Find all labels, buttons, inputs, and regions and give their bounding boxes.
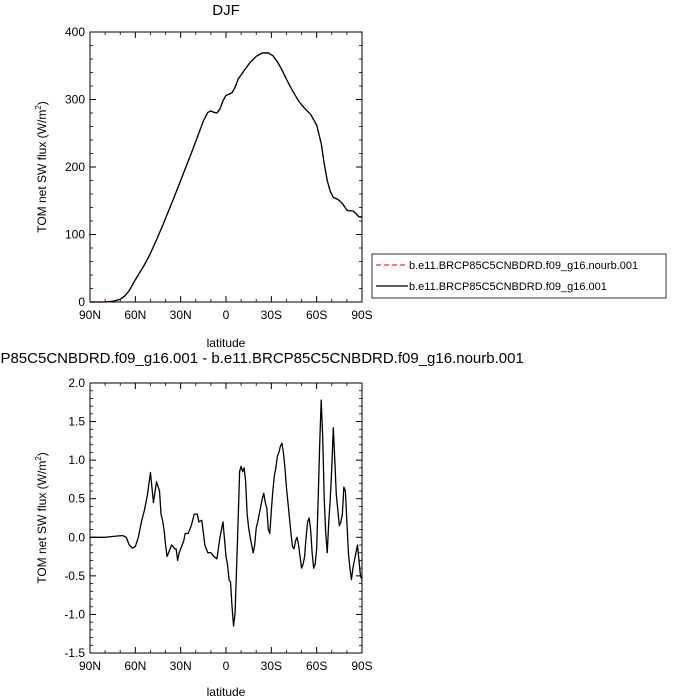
bottom-x-tick-label: 90S (351, 659, 372, 673)
top-plot-frame (89, 31, 363, 303)
top-series-line-1 (90, 52, 362, 303)
top-y-tick-label: 400 (65, 25, 85, 39)
bottom-x-tick-label: 30N (170, 659, 192, 673)
top-y-tick-label: 0 (78, 295, 85, 309)
bottom-plot-frame (89, 382, 363, 654)
top-x-tick-label: 30S (261, 308, 282, 322)
bottom-y-tick-label: -0.5 (64, 569, 85, 583)
top-x-tick-label: 60S (306, 308, 327, 322)
top-legend: b.e11.BRCP85C5CNBDRD.f09_g16.nourb.001 b… (371, 253, 667, 299)
top-y-tick-label: 100 (65, 228, 85, 242)
bottom-y-tick-label: 1.0 (68, 453, 85, 467)
bottom-y-axis-label-sup: 2 (34, 456, 43, 461)
top-y-tick-label: 200 (65, 160, 85, 174)
bottom-chart: b.e11.BRCP85C5CNBDRD.f09_g16.001 - b.e11… (0, 350, 524, 699)
bottom-x-tick-label: 0 (223, 659, 230, 673)
bottom-y-tick-label: 0.0 (68, 530, 85, 544)
bottom-x-tick-label: 90N (79, 659, 101, 673)
bottom-chart-title: b.e11.BRCP85C5CNBDRD.f09_g16.001 - b.e11… (0, 350, 524, 367)
bottom-y-axis-label-main: TOM net SW flux (W/m (35, 461, 49, 584)
bottom-x-tick-label: 60N (124, 659, 146, 673)
top-x-axis-label: latitude (207, 336, 246, 350)
legend-entry-nourb: b.e11.BRCP85C5CNBDRD.f09_g16.nourb.001 (409, 260, 638, 272)
bottom-x-tick-label: 60S (306, 659, 327, 673)
bottom-y-tick-label: -1.5 (64, 646, 85, 660)
top-y-axis-label: TOM net SW flux (W/m2) (34, 101, 49, 233)
bottom-y-tick-label: 1.5 (68, 415, 85, 429)
bottom-y-axis-label: TOM net SW flux (W/m2) (34, 452, 49, 584)
bottom-y-tick-label: 2.0 (68, 376, 85, 390)
top-chart-title: DJF (212, 2, 240, 19)
top-axis-ticks: 90N 60N 30N 0 30S 60S 90S 0 100 200 300 400 (65, 25, 373, 322)
top-series-lines (90, 52, 362, 303)
bottom-y-tick-label: -1.0 (64, 607, 85, 621)
legend-entry-control: b.e11.BRCP85C5CNBDRD.f09_g16.001 (409, 281, 607, 293)
top-x-tick-label: 30N (170, 308, 192, 322)
bottom-y-tick-label: 0.5 (68, 492, 85, 506)
top-x-tick-label: 60N (124, 308, 146, 322)
top-y-axis-label-sup: 2 (34, 105, 43, 110)
top-x-tick-label: 90N (79, 308, 101, 322)
bottom-x-tick-label: 30S (261, 659, 282, 673)
bottom-axis-ticks: 90N 60N 30N 0 30S 60S 90S -1.5 -1.0 -0.5 0.0 0.5 1.0… (64, 376, 372, 673)
bottom-series-line-0 (90, 399, 363, 627)
top-y-tick-label: 300 (65, 93, 85, 107)
top-x-tick-label: 90S (351, 308, 372, 322)
top-x-tick-label: 0 (223, 308, 230, 322)
bottom-x-axis-label: latitude (207, 685, 246, 699)
bottom-y-axis-label-close: ) (35, 452, 49, 456)
legend-box (371, 253, 667, 299)
top-series-line-0 (90, 52, 362, 303)
top-y-axis-label-close: ) (35, 101, 49, 105)
bottom-series-lines (90, 399, 363, 627)
top-y-axis-label-main: TOM net SW flux (W/m (35, 110, 49, 233)
top-chart: DJF 90N 60N 30N 0 30S 60S 90S 0 100 200 300 400 lat… (34, 2, 667, 350)
